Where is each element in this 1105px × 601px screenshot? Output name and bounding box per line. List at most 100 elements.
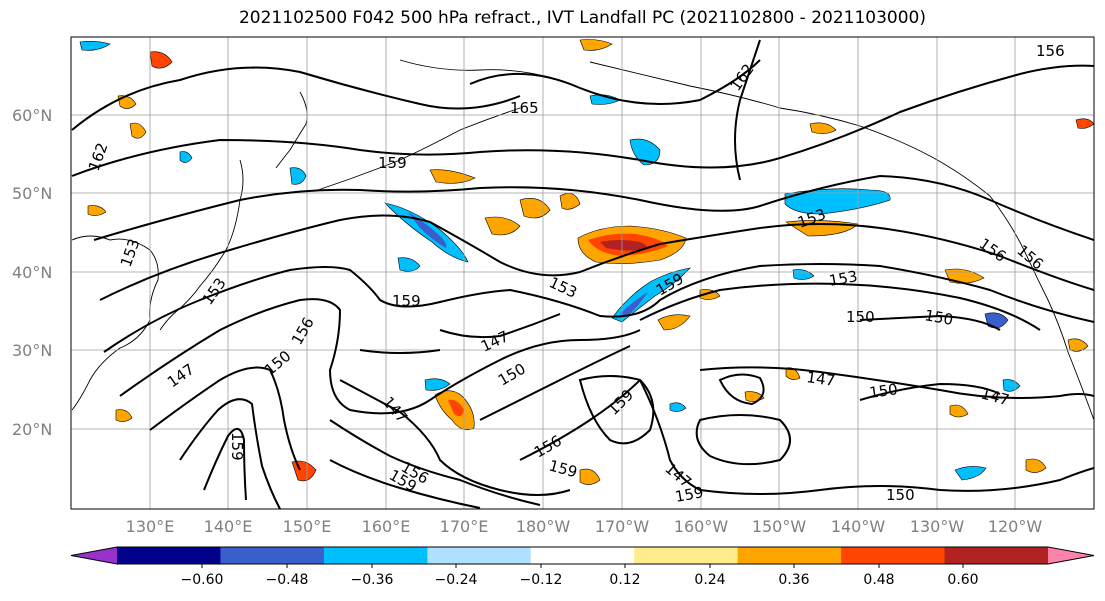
contour-line: [639, 379, 1094, 495]
asia-coastline: [71, 235, 159, 411]
colorbar-swatch: [71, 547, 117, 564]
contour-line: [519, 379, 641, 461]
lon-label: 170°E: [440, 517, 489, 536]
positive-anomaly-core: [600, 240, 648, 251]
colorbar-swatches: [70, 546, 1095, 565]
colorbar-tick-label: 0.48: [863, 572, 894, 588]
lon-label: 160°W: [674, 517, 729, 536]
contour-line: [695, 414, 791, 466]
contour-line: [203, 428, 247, 501]
positive-anomaly-patch: [944, 268, 985, 284]
contour-line: [639, 282, 1041, 331]
aleutian-islands: [317, 107, 521, 191]
positive-anomaly-patch: [1025, 458, 1047, 473]
negative-anomaly-core: [620, 292, 648, 316]
positive-anomaly-patch: [115, 409, 133, 422]
contour-label: 156: [1036, 42, 1065, 60]
contour-line: [718, 373, 765, 406]
contour-line: [71, 64, 1094, 177]
negative-anomaly-patch: [669, 402, 687, 412]
colorbar-tick-label: 0.36: [778, 572, 809, 588]
longitude-labels: 130°E 140°E 150°E 160°E 170°E 180°W 170°…: [126, 517, 1043, 536]
contour-label: 165: [510, 99, 539, 117]
colorbar-swatch: [634, 547, 739, 564]
negative-anomaly-patch: [424, 378, 451, 391]
colorbar-swatch: [323, 547, 428, 564]
contour-line: [859, 314, 1001, 331]
positive-anomaly-patch: [519, 198, 551, 219]
negative-anomaly-patch: [954, 466, 987, 481]
map-frame: [70, 36, 1095, 510]
lon-label: 160°E: [362, 517, 411, 536]
lon-label: 180°W: [516, 517, 571, 536]
contour-line: [329, 459, 481, 509]
japan-coastline: [159, 159, 244, 331]
contour-line: [469, 59, 761, 105]
contour-line: [699, 366, 1094, 399]
contour-label: 150: [846, 308, 875, 326]
lat-label: 40°N: [12, 263, 52, 282]
negative-anomaly-patch: [289, 167, 307, 185]
map-panel: 165 162 162 159 159 159 159 159 156 156 …: [70, 36, 1095, 510]
positive-anomaly-patch: [149, 51, 173, 69]
contour-label: 150: [886, 486, 915, 504]
lon-label: 130°E: [126, 517, 175, 536]
contour-line: [339, 379, 571, 496]
contour-line: [734, 39, 761, 181]
colorbar-tick-label: −0.36: [351, 572, 394, 588]
colorbar-swatch: [737, 547, 842, 564]
positive-anomaly-patch: [579, 39, 613, 51]
contour-line: [859, 382, 1001, 401]
contour-line: [479, 345, 631, 421]
contour-line: [578, 375, 655, 445]
coastlines: [71, 59, 1094, 421]
contour-line: [93, 174, 1094, 241]
arctic-coastline: [399, 59, 561, 81]
colorbar-tick-label: −0.24: [435, 572, 478, 588]
negative-anomaly-patch: [629, 138, 661, 166]
positive-anomaly-patch: [559, 193, 581, 210]
negative-anomaly-patch: [784, 188, 891, 215]
positive-anomaly-patch: [1067, 338, 1089, 352]
positive-anomaly-patch: [579, 468, 601, 485]
contour-label: 159: [392, 292, 421, 310]
contour-line: [359, 349, 441, 354]
colorbar-swatch: [220, 547, 325, 564]
contour-line: [103, 263, 1094, 353]
colorbar-swatch: [530, 547, 635, 564]
negative-anomaly-patch: [79, 41, 111, 51]
lat-label: 50°N: [12, 184, 52, 203]
lon-label: 130°W: [910, 517, 965, 536]
contour-line: [179, 398, 281, 509]
lon-label: 140°E: [204, 517, 253, 536]
lon-label: 150°W: [752, 517, 807, 536]
lat-label: 20°N: [12, 420, 52, 439]
negative-anomaly-patch: [984, 312, 1009, 329]
lon-label: 170°W: [595, 517, 650, 536]
positive-anomaly-patch: [657, 314, 691, 331]
positive-anomaly-patch: [809, 122, 837, 134]
lat-label: 60°N: [12, 106, 52, 125]
contour-label: 159: [378, 154, 407, 172]
positive-anomaly-patch: [448, 399, 464, 417]
lon-label: 150°E: [283, 517, 332, 536]
colorbar-tick-labels: −0.60 −0.48 −0.36 −0.24 −0.12 0.12 0.24 …: [181, 572, 979, 588]
latitude-labels: 60°N 50°N 40°N 30°N 20°N: [12, 106, 52, 439]
colorbar-tick-label: −0.60: [181, 572, 224, 588]
contour-line: [71, 66, 521, 131]
colorbar: −0.60 −0.48 −0.36 −0.24 −0.12 0.12 0.24 …: [70, 546, 1095, 588]
contour-label: 150: [923, 306, 954, 329]
contour-label: 159: [674, 483, 705, 506]
positive-anomaly-patch: [129, 122, 147, 139]
colorbar-swatch: [117, 547, 221, 564]
positive-anomaly-patch: [87, 205, 107, 216]
colorbar-tick-label: −0.12: [520, 572, 563, 588]
height-contours: [71, 39, 1094, 509]
negative-anomaly-core: [408, 212, 447, 248]
negative-anomaly-patch: [179, 151, 193, 163]
kamchatka-coastline: [275, 91, 308, 169]
alaska-coastline: [589, 61, 991, 197]
negative-anomaly-patch: [397, 257, 421, 272]
contour-label: 153: [828, 267, 859, 290]
